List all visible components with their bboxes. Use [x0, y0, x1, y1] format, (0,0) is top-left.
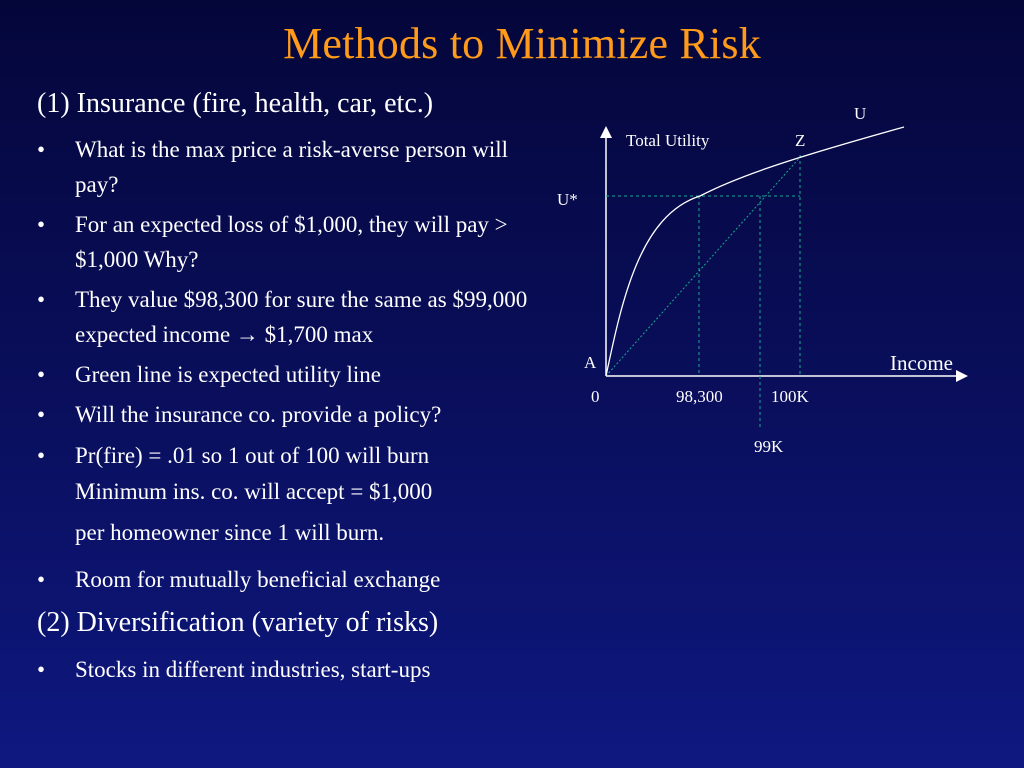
bullet-pr-fire: • Pr(fire) = .01 so 1 out of 100 will bu… [37, 438, 557, 473]
bullet-dot: • [37, 657, 46, 682]
bullet-text: Will the insurance co. provide a policy? [75, 402, 442, 427]
x-tick-98300: 98,300 [676, 387, 723, 406]
point-z-label: Z [795, 131, 805, 150]
x-axis-label: Income [890, 351, 953, 375]
bullet-dot: • [37, 137, 46, 162]
heading-diversification: (2) Diversification (variety of risks) [37, 607, 439, 638]
continuation-line: Minimum ins. co. will accept = $1,000 [75, 479, 433, 504]
bullet-dot: • [37, 287, 46, 312]
slide-title: Methods to Minimize Risk [283, 19, 761, 68]
bullet-text: Room for mutually beneficial exchange [75, 567, 441, 592]
bullet-dot: • [37, 402, 46, 427]
bullet-text: What is the max price a risk-averse pers… [75, 137, 509, 197]
bullet-value-for-sure: • They value $98,300 for sure the same a… [37, 282, 557, 352]
utility-curve [605, 126, 905, 377]
bullet-dot: • [37, 212, 46, 237]
continuation-line: per homeowner since 1 will burn. [75, 520, 385, 545]
x-tick-99k: 99K [754, 437, 784, 456]
bullet-dot: • [37, 567, 46, 592]
x-tick-0: 0 [591, 387, 600, 406]
bullet-expected-loss: • For an expected loss of $1,000, they w… [37, 207, 557, 277]
bullet-text: Stocks in different industries, start-up… [75, 657, 431, 682]
x-tick-100k: 100K [771, 387, 810, 406]
u-star-label: U* [557, 190, 578, 209]
bullet-text: They value $98,300 for sure the same as … [75, 287, 528, 347]
bullet-text: Pr(fire) = .01 so 1 out of 100 will burn [75, 443, 430, 468]
bullet-insurance-policy: • Will the insurance co. provide a polic… [37, 397, 557, 432]
curve-label-u: U [854, 104, 866, 123]
heading-insurance: (1) Insurance (fire, health, car, etc.) [37, 88, 434, 119]
bullet-max-price: • What is the max price a risk-averse pe… [37, 132, 557, 202]
y-axis-label: Total Utility [626, 131, 710, 150]
bullet-text: For an expected loss of $1,000, they wil… [75, 212, 508, 272]
expected-utility-line [605, 154, 803, 377]
point-a-label: A [584, 353, 597, 372]
bullet-text: Green line is expected utility line [75, 362, 381, 387]
bullet-mutual-exchange: • Room for mutually beneficial exchange [37, 562, 557, 597]
slide-text: (1) Insurance (fire, health, car, etc.) … [0, 0, 560, 768]
bullet-stocks: • Stocks in different industries, start-… [37, 652, 557, 687]
bullet-green-line: • Green line is expected utility line [37, 357, 557, 392]
bullet-dot: • [37, 443, 46, 468]
bullet-dot: • [37, 362, 46, 387]
